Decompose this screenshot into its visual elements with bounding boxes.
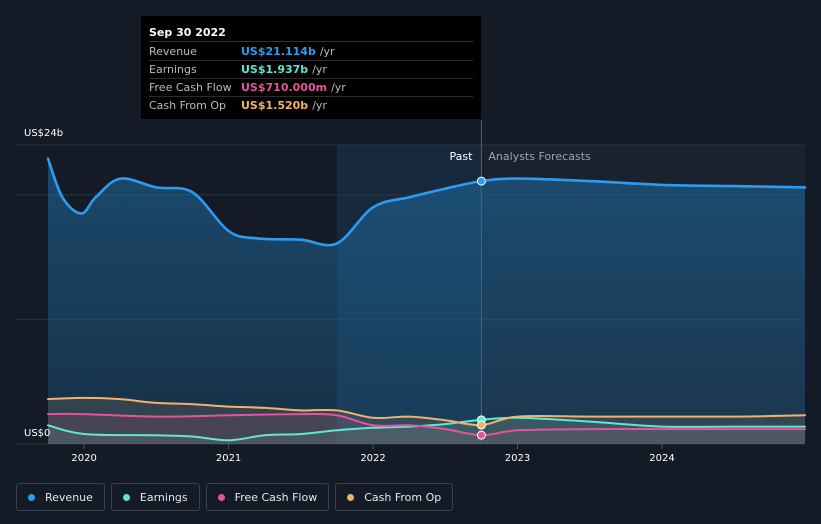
tooltip-unit: /yr xyxy=(331,81,346,94)
past-label: Past xyxy=(449,150,473,163)
free-cash-flow-line xyxy=(47,412,806,437)
series-areas xyxy=(48,158,805,444)
free-cash-flow-area xyxy=(48,413,805,444)
tooltip-row-earnings: Earnings US$1.937b /yr xyxy=(149,61,473,79)
legend-item-earnings[interactable]: Earnings xyxy=(110,483,200,511)
revenue-marker xyxy=(476,176,486,186)
revenue-line xyxy=(46,157,807,247)
x-tick-label: 2021 xyxy=(216,453,241,464)
legend-item-cash-from-op[interactable]: Cash From Op xyxy=(335,483,454,511)
tooltip-value: US$1.937b xyxy=(241,63,309,76)
cash-from-op-area xyxy=(48,397,805,444)
x-tick-label: 2022 xyxy=(360,453,385,464)
tooltip-label: Free Cash Flow xyxy=(149,81,232,94)
legend-label: Earnings xyxy=(139,490,188,504)
cash-from-op-line xyxy=(47,396,806,427)
cash-from-op-marker xyxy=(476,420,486,430)
forecast-label: Analysts Forecasts xyxy=(488,150,591,163)
tooltip-row-free-cash-flow: Free Cash Flow US$710.000m /yr xyxy=(149,79,473,97)
x-tick-label: 2024 xyxy=(649,453,674,464)
x-tick-label: 2020 xyxy=(71,453,96,464)
revenue-area xyxy=(48,158,805,444)
y-axis-bottom-label: US$0 xyxy=(24,428,50,439)
x-axis-ticks: 2020 2021 2022 2023 2024 xyxy=(71,444,675,464)
data-tooltip: Sep 30 2022 Revenue US$21.114b /yr Earni… xyxy=(141,16,481,119)
tooltip-label: Revenue xyxy=(149,45,197,58)
legend-label: Cash From Op xyxy=(364,490,442,504)
tooltip-row-cash-from-op: Cash From Op US$1.520b /yr xyxy=(149,97,473,114)
tooltip-unit: /yr xyxy=(312,99,327,112)
legend-item-free-cash-flow[interactable]: Free Cash Flow xyxy=(205,483,330,511)
tooltip-date: Sep 30 2022 xyxy=(149,24,473,42)
chart-legend: Revenue Earnings Free Cash Flow Cash Fro… xyxy=(16,483,454,511)
legend-label: Free Cash Flow xyxy=(234,490,318,504)
legend-label: Revenue xyxy=(45,490,93,504)
legend-dot-icon xyxy=(28,493,35,501)
hover-markers xyxy=(476,176,486,440)
tooltip-value: US$1.520b xyxy=(241,99,309,112)
legend-item-revenue[interactable]: Revenue xyxy=(16,483,105,511)
free-cash-flow-marker xyxy=(476,430,486,440)
tooltip-label: Earnings xyxy=(149,63,197,76)
tooltip-row-revenue: Revenue US$21.114b /yr xyxy=(149,43,473,61)
tooltip-unit: /yr xyxy=(312,63,327,76)
legend-dot-icon xyxy=(217,493,225,501)
legend-dot-icon xyxy=(347,493,355,501)
tooltip-unit: /yr xyxy=(319,45,335,58)
tooltip-value: US$710.000m xyxy=(241,81,328,94)
series-lines xyxy=(46,157,807,442)
x-tick-label: 2023 xyxy=(505,453,530,464)
legend-dot-icon xyxy=(122,493,130,501)
y-axis-top-label: US$24b xyxy=(24,128,63,139)
tooltip-label: Cash From Op xyxy=(149,99,227,112)
tooltip-value: US$21.114b xyxy=(241,45,316,58)
earnings-line xyxy=(47,416,806,442)
